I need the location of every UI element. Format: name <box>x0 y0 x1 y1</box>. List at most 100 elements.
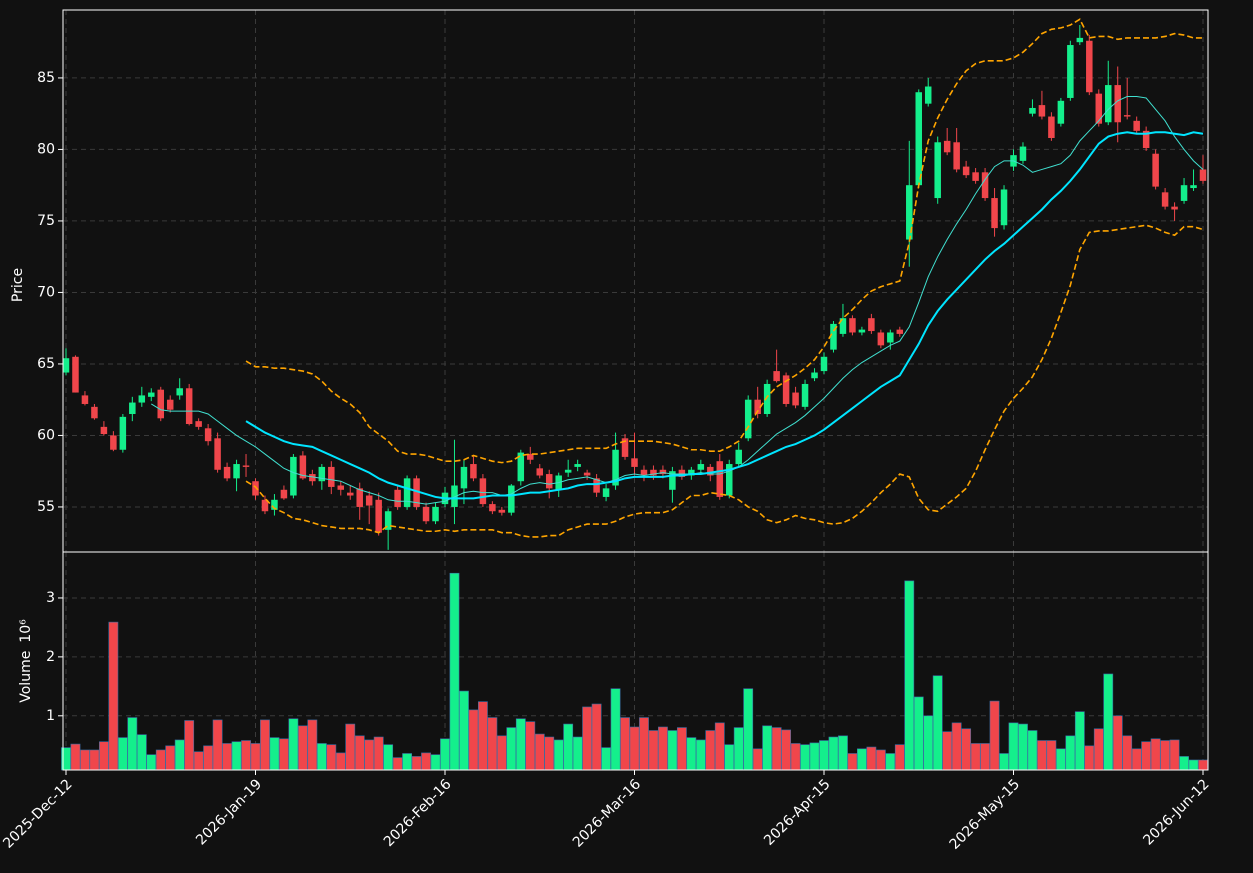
candle-body <box>650 469 657 476</box>
line-dashed <box>245 224 1204 538</box>
volume-bar <box>335 752 346 771</box>
candle-body <box>280 489 288 499</box>
volume-bar <box>591 703 602 771</box>
candle-body <box>839 318 847 334</box>
candle-body <box>545 474 553 489</box>
candle-body <box>110 435 117 450</box>
candle-body <box>318 466 326 482</box>
candle-body <box>527 454 534 460</box>
volume-scale: 10⁶ <box>18 619 34 643</box>
candle-body <box>498 509 506 513</box>
candle-body <box>1095 93 1103 124</box>
volume-bar <box>108 621 119 771</box>
candle-body <box>309 474 316 482</box>
volume-bar <box>676 727 687 771</box>
volume-bar <box>1122 735 1133 771</box>
y-tick-label: 60 <box>37 427 55 443</box>
volume-bar <box>695 739 706 771</box>
volume-bar <box>629 726 640 771</box>
candle-body <box>574 464 581 467</box>
volume-bar <box>544 736 555 771</box>
volume-bar <box>326 744 337 771</box>
volume-bar <box>686 737 697 771</box>
y-tick-label: 80 <box>37 141 55 157</box>
line-thick <box>245 131 1204 500</box>
volume-bar <box>506 727 517 771</box>
volume-bar <box>1018 723 1028 771</box>
candle-body <box>451 485 458 507</box>
candle-body <box>659 469 667 475</box>
candle-body <box>564 469 572 473</box>
volume-bar <box>601 747 611 771</box>
line-dashed <box>245 18 1203 464</box>
volume-bar <box>790 743 801 771</box>
volume-bar <box>1093 728 1104 771</box>
candle-body <box>356 488 363 507</box>
candle-body <box>214 438 221 470</box>
volume-bar <box>733 727 744 771</box>
volume-bar <box>515 718 526 771</box>
volume-bar <box>819 740 829 771</box>
volume-bar <box>1188 759 1199 771</box>
candle-body <box>631 458 638 467</box>
volume-bar <box>572 736 583 771</box>
candle-body <box>754 399 761 414</box>
line-thin <box>151 96 1204 505</box>
candle-body <box>470 464 477 479</box>
volume-bar <box>932 675 943 771</box>
volume-bar <box>1074 711 1085 771</box>
candle-body <box>1171 206 1178 210</box>
volume-bar <box>639 717 649 771</box>
candle-body <box>185 388 193 425</box>
volume-bar <box>781 729 791 771</box>
candle-body <box>868 318 875 332</box>
volume-bar <box>459 690 469 771</box>
volume-bar <box>809 742 820 771</box>
volume-bar <box>288 718 299 771</box>
volume-bar <box>724 744 735 771</box>
y-tick-label: 2 <box>46 649 55 665</box>
volume-bar <box>117 737 128 771</box>
volume-bar <box>1027 730 1038 771</box>
volume-bar <box>762 725 773 771</box>
volume-bar <box>525 721 536 771</box>
volume-bar <box>411 756 422 771</box>
candle-body <box>782 375 790 404</box>
candle-body <box>991 198 998 229</box>
volume-bar <box>705 730 716 771</box>
volume-bar <box>610 688 621 771</box>
candle-body <box>299 455 307 479</box>
volume-bar <box>951 722 962 771</box>
candle-body <box>394 489 401 507</box>
candle-body <box>365 495 373 506</box>
volume-bar <box>1198 759 1208 771</box>
candle-body <box>887 332 894 343</box>
volume-bar <box>468 709 479 771</box>
y-tick-label: 3 <box>46 590 55 606</box>
y-tick-label: 65 <box>37 356 55 372</box>
candle-body <box>1142 130 1150 149</box>
volume-bar <box>279 738 289 771</box>
candle-body <box>129 402 136 414</box>
candle-body <box>593 478 600 493</box>
y-tick-label: 70 <box>37 284 55 300</box>
volume-bar <box>1131 748 1142 771</box>
volume-bar <box>1150 738 1161 771</box>
candle-body <box>953 142 960 170</box>
candle-body <box>1038 105 1046 117</box>
candle-body <box>1161 192 1169 207</box>
volume-bar <box>250 743 261 771</box>
volume-bar <box>193 751 204 771</box>
candle-body <box>773 371 780 382</box>
volume-bar <box>316 743 327 771</box>
candle-body <box>640 469 648 476</box>
candle-body <box>422 506 430 522</box>
volume-bar <box>1084 745 1095 771</box>
volume-bar <box>354 735 365 771</box>
candle-body <box>915 92 922 186</box>
candle-body <box>100 426 108 435</box>
volume-bar <box>174 739 185 771</box>
volume-bar <box>553 739 564 771</box>
volume-bar <box>1103 673 1114 771</box>
volume-bar <box>1169 739 1180 771</box>
